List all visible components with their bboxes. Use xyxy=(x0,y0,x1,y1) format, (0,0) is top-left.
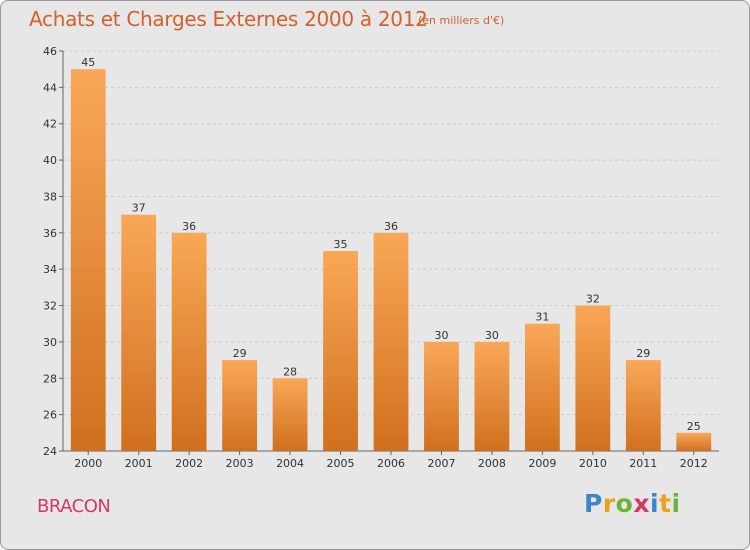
commune-name: BRACON xyxy=(37,496,111,517)
y-tick-label: 34 xyxy=(43,263,57,276)
data-label-2011: 29 xyxy=(636,347,650,360)
bar-2000 xyxy=(70,69,106,451)
bar-2007 xyxy=(424,341,459,451)
x-tick-label-2007: 2007 xyxy=(427,457,455,470)
bar-2004 xyxy=(272,378,308,451)
proxiti-logo: Proxiti xyxy=(584,489,681,518)
x-tick-label-2002: 2002 xyxy=(175,457,203,470)
y-tick-label: 28 xyxy=(43,372,57,385)
bar-2010 xyxy=(575,305,611,451)
data-label-2001: 37 xyxy=(132,202,146,215)
bar-2011 xyxy=(625,360,661,451)
data-label-2002: 36 xyxy=(182,220,196,233)
x-tick-label-2008: 2008 xyxy=(478,457,506,470)
y-tick-label: 44 xyxy=(43,81,57,94)
bar-2012 xyxy=(676,432,712,451)
y-tick-label: 38 xyxy=(43,190,57,203)
data-label-2006: 36 xyxy=(384,220,398,233)
data-label-2000: 45 xyxy=(81,56,95,69)
x-tick-label-2000: 2000 xyxy=(74,457,102,470)
data-label-2012: 25 xyxy=(687,420,701,433)
labels: 24 26 28 30 32 34 36 38 40 42 44 46 45 2000 37 2001 36 20… xyxy=(43,45,708,470)
x-tick-label-2001: 2001 xyxy=(125,457,153,470)
data-label-2003: 29 xyxy=(233,347,247,360)
bar-2001 xyxy=(121,214,157,451)
data-label-2005: 35 xyxy=(334,238,348,251)
logo-letter: t xyxy=(659,489,672,518)
bar-2006 xyxy=(373,232,409,451)
bar-2002 xyxy=(171,232,207,451)
logo-letter: i xyxy=(650,489,660,518)
x-tick-label-2003: 2003 xyxy=(226,457,254,470)
x-tick-label-2009: 2009 xyxy=(528,457,556,470)
y-tick-label: 46 xyxy=(43,45,57,58)
x-tick-label-2011: 2011 xyxy=(629,457,657,470)
y-tick-label: 36 xyxy=(43,227,57,240)
logo-letter: i xyxy=(671,489,681,518)
x-tick-label-2012: 2012 xyxy=(680,457,708,470)
bar-2005 xyxy=(323,251,358,451)
data-label-2009: 31 xyxy=(535,311,549,324)
bar-2009 xyxy=(524,323,560,451)
y-tick-label: 32 xyxy=(43,300,57,313)
bar-2008 xyxy=(474,341,510,451)
y-tick-label: 30 xyxy=(43,336,57,349)
logo-letter: x xyxy=(633,489,650,518)
x-tick-label-2006: 2006 xyxy=(377,457,405,470)
y-tick-label: 42 xyxy=(43,118,57,131)
y-tick-label: 26 xyxy=(43,409,57,422)
bar-2003 xyxy=(222,360,258,451)
data-label-2010: 32 xyxy=(586,293,600,306)
x-tick-label-2005: 2005 xyxy=(327,457,355,470)
x-tick-label-2010: 2010 xyxy=(579,457,607,470)
chart-subtitle: (en milliers d'€) xyxy=(418,14,505,27)
bars xyxy=(70,69,712,451)
data-label-2004: 28 xyxy=(283,365,297,378)
data-label-2008: 30 xyxy=(485,329,499,342)
data-label-2007: 30 xyxy=(434,329,448,342)
logo-letter: r xyxy=(602,489,616,518)
logo-letter: P xyxy=(584,489,603,518)
y-tick-label: 24 xyxy=(43,445,57,458)
chart-title: Achats et Charges Externes 2000 à 2012 xyxy=(29,7,428,31)
y-tick-label: 40 xyxy=(43,154,57,167)
logo-letter: o xyxy=(615,489,634,518)
x-tick-label-2004: 2004 xyxy=(276,457,304,470)
